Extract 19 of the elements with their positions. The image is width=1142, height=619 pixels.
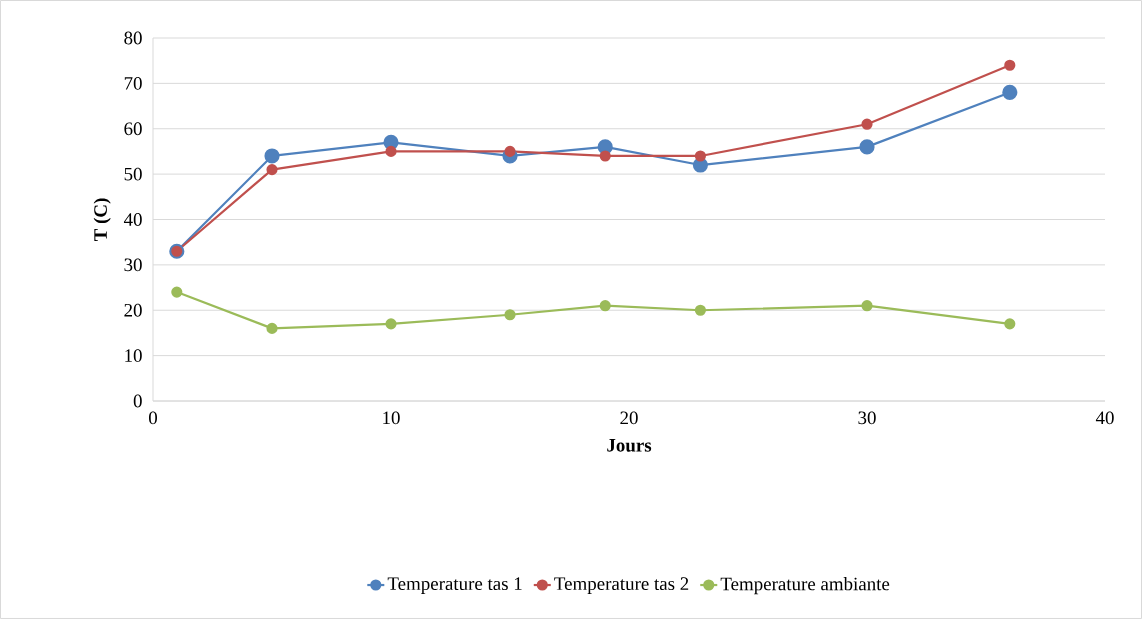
x-tick-label: 30 <box>858 411 876 425</box>
x-tick-label: 10 <box>383 411 400 425</box>
y-tick-label: 60 <box>124 122 142 136</box>
y-tick-label: 10 <box>125 349 142 362</box>
y-tick-label: 50 <box>124 167 142 181</box>
y-axis-title: T (C) <box>93 198 111 242</box>
y-tick-label: 40 <box>123 213 142 226</box>
y-tick-label: 70 <box>124 76 142 90</box>
y-tick-label: 20 <box>124 303 142 317</box>
y-tick-label: 30 <box>124 258 142 272</box>
legend-label: Temperature tas 2 <box>554 577 689 594</box>
legend-label: Temperature tas 1 <box>387 577 522 594</box>
x-tick-label: 0 <box>149 411 158 425</box>
x-tick-label: 40 <box>1095 411 1114 425</box>
y-tick-label: 0 <box>133 394 142 408</box>
x-axis-title: Jours <box>607 439 652 452</box>
x-tick-label: 20 <box>620 411 638 425</box>
legend-label: Temperature ambiante <box>720 577 890 595</box>
y-tick-label: 80 <box>124 31 142 45</box>
